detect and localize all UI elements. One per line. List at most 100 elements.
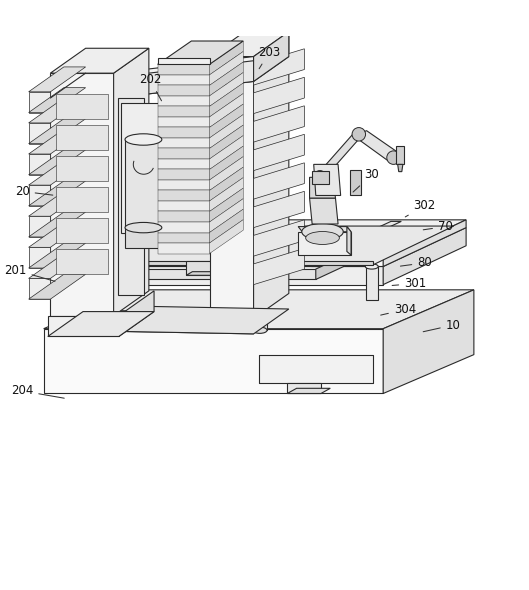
Polygon shape	[56, 187, 108, 212]
Polygon shape	[209, 178, 243, 211]
Polygon shape	[311, 221, 402, 259]
Polygon shape	[48, 316, 119, 336]
Polygon shape	[311, 259, 321, 267]
Polygon shape	[69, 259, 383, 267]
Polygon shape	[103, 281, 110, 316]
Polygon shape	[209, 94, 243, 127]
Polygon shape	[259, 355, 373, 383]
Text: 70: 70	[423, 220, 453, 233]
Polygon shape	[118, 98, 144, 295]
Polygon shape	[398, 165, 403, 172]
Polygon shape	[186, 271, 244, 276]
Ellipse shape	[302, 224, 343, 240]
Polygon shape	[209, 57, 253, 319]
Polygon shape	[209, 156, 243, 191]
Polygon shape	[114, 310, 253, 334]
Polygon shape	[121, 103, 166, 233]
Polygon shape	[29, 119, 86, 143]
Ellipse shape	[221, 66, 235, 76]
Polygon shape	[158, 159, 209, 169]
Polygon shape	[287, 383, 321, 394]
Text: 302: 302	[405, 199, 436, 217]
Polygon shape	[29, 222, 86, 247]
Polygon shape	[29, 88, 86, 113]
Polygon shape	[29, 278, 50, 299]
Ellipse shape	[366, 264, 378, 269]
Polygon shape	[29, 216, 50, 237]
Text: 301: 301	[392, 277, 426, 290]
Text: 10: 10	[423, 319, 461, 332]
Polygon shape	[383, 290, 474, 394]
Text: 80: 80	[400, 257, 432, 270]
Polygon shape	[69, 220, 466, 259]
Polygon shape	[125, 228, 162, 248]
Polygon shape	[314, 165, 341, 195]
Polygon shape	[29, 243, 86, 268]
Polygon shape	[253, 248, 304, 284]
Polygon shape	[29, 212, 86, 237]
Polygon shape	[114, 48, 149, 316]
Polygon shape	[298, 232, 351, 255]
Text: 203: 203	[258, 46, 280, 68]
Polygon shape	[209, 83, 243, 117]
Polygon shape	[119, 291, 154, 336]
Text: 202: 202	[139, 73, 161, 101]
Polygon shape	[253, 32, 289, 81]
Polygon shape	[29, 274, 86, 299]
Polygon shape	[287, 388, 330, 394]
Polygon shape	[209, 41, 243, 75]
Polygon shape	[158, 58, 209, 64]
Text: 201: 201	[4, 264, 55, 281]
Polygon shape	[29, 191, 86, 216]
Polygon shape	[29, 150, 86, 175]
Polygon shape	[125, 139, 162, 228]
Polygon shape	[353, 130, 400, 160]
Text: 304: 304	[381, 303, 416, 316]
Polygon shape	[186, 261, 238, 276]
Polygon shape	[114, 57, 289, 98]
Polygon shape	[158, 232, 209, 243]
Ellipse shape	[125, 222, 162, 233]
Polygon shape	[56, 156, 108, 181]
Polygon shape	[158, 191, 209, 201]
Ellipse shape	[306, 231, 340, 244]
Polygon shape	[209, 188, 243, 222]
Polygon shape	[209, 114, 243, 149]
Polygon shape	[29, 181, 86, 206]
Text: 20: 20	[15, 185, 53, 198]
Polygon shape	[209, 73, 243, 106]
Polygon shape	[209, 219, 243, 254]
Polygon shape	[253, 106, 304, 142]
Polygon shape	[253, 163, 304, 199]
Polygon shape	[347, 227, 351, 255]
Polygon shape	[158, 243, 209, 254]
Polygon shape	[29, 185, 50, 206]
Polygon shape	[209, 167, 243, 201]
Polygon shape	[383, 220, 466, 267]
Polygon shape	[158, 149, 209, 159]
Polygon shape	[88, 261, 373, 265]
Polygon shape	[298, 227, 351, 232]
Polygon shape	[50, 73, 114, 316]
Polygon shape	[252, 299, 267, 330]
Polygon shape	[158, 41, 243, 64]
Ellipse shape	[252, 296, 267, 302]
Polygon shape	[56, 94, 108, 119]
Polygon shape	[209, 32, 289, 57]
Polygon shape	[253, 135, 304, 171]
Polygon shape	[121, 268, 147, 274]
Polygon shape	[158, 222, 209, 232]
Polygon shape	[29, 98, 86, 123]
Polygon shape	[309, 178, 335, 198]
Polygon shape	[29, 92, 50, 113]
Polygon shape	[158, 106, 209, 117]
Text: 30: 30	[353, 168, 379, 192]
Polygon shape	[56, 218, 108, 243]
Polygon shape	[209, 146, 243, 180]
Circle shape	[352, 127, 366, 141]
Polygon shape	[56, 250, 108, 274]
Polygon shape	[309, 198, 338, 224]
Polygon shape	[158, 96, 209, 106]
Polygon shape	[50, 48, 149, 73]
Polygon shape	[158, 138, 209, 149]
